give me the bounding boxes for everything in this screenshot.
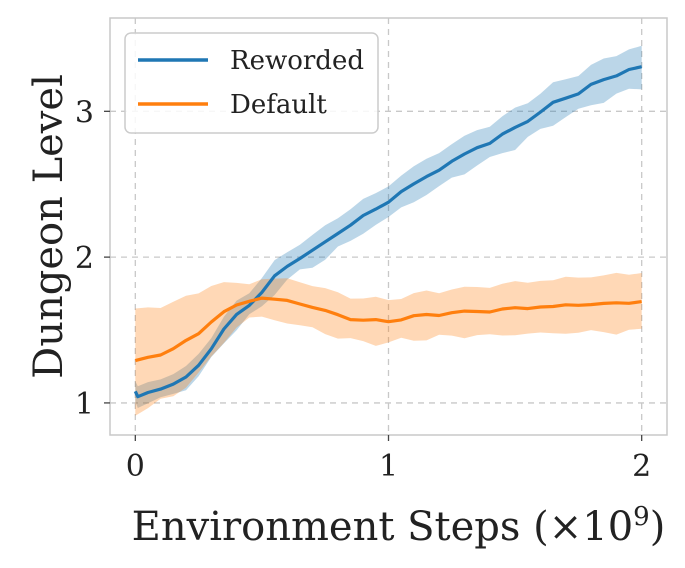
x-axis-label-exponent: 9 <box>633 502 650 532</box>
line-reworded <box>133 65 643 399</box>
x-axis-label-close: ) <box>650 504 666 550</box>
y-axis-ticks: 1 2 3 <box>75 95 110 422</box>
x-tick-label-1: 1 <box>379 449 398 484</box>
x-tick-label-2: 2 <box>632 449 651 484</box>
legend-label-reworded: Reworded <box>230 46 364 76</box>
legend-box <box>124 32 379 134</box>
legend-label-default: Default <box>230 90 327 120</box>
y-tick-label-1: 2 <box>75 241 94 276</box>
x-axis-label-main: Environment Steps (×10 <box>132 504 633 550</box>
band-reworded <box>135 45 642 409</box>
x-axis-label: Environment Steps (×109) <box>132 502 666 550</box>
y-tick-label-2: 3 <box>75 95 94 130</box>
y-tick-label-0: 1 <box>75 387 94 422</box>
x-axis-ticks: 0 1 2 <box>126 435 651 484</box>
series-lines <box>133 65 643 399</box>
legend: Reworded Default <box>124 32 379 134</box>
line-default <box>134 296 642 363</box>
x-tick-label-0: 0 <box>126 449 145 484</box>
y-axis-label: Dungeon Level <box>26 74 72 379</box>
